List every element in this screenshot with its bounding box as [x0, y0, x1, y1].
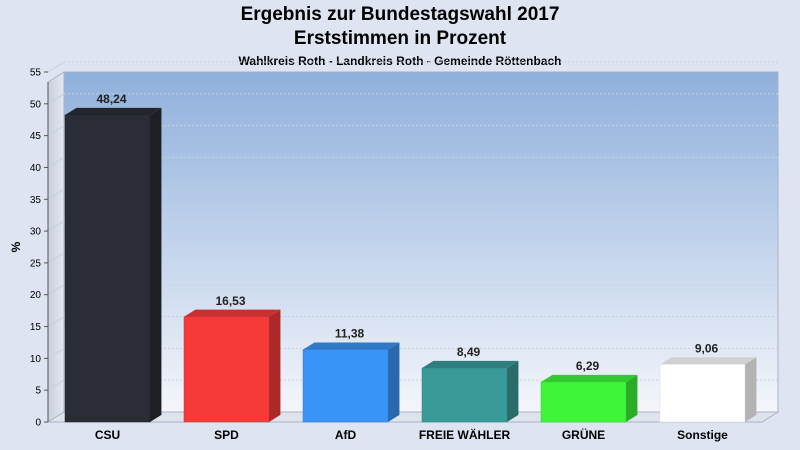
data-label: 11,38 — [335, 327, 365, 341]
bar-spd: 16,53 — [183, 294, 281, 423]
y-tick-label: 15 — [30, 322, 42, 333]
y-tick-label: 20 — [30, 290, 42, 301]
gridline-side — [47, 347, 65, 359]
bar-top — [65, 107, 162, 116]
bar-front — [421, 367, 508, 423]
bar-top — [541, 374, 638, 382]
gridline-side — [47, 252, 65, 264]
bar-side — [150, 107, 162, 422]
gridline-side — [47, 157, 65, 168]
x-axis-categories: CSU SPD AfD FREIE WÄHLER GRÜNE Sonstige — [95, 427, 728, 442]
y-tick-label: 10 — [30, 354, 42, 365]
gridline-side — [47, 125, 65, 137]
bar-side — [388, 342, 400, 422]
bar-side — [745, 357, 757, 422]
x-category-label: SPD — [214, 428, 239, 442]
bar-top — [660, 357, 757, 365]
bar-front — [64, 114, 151, 423]
bar-sonstige: 9,06 — [659, 341, 757, 423]
gridline-side — [47, 93, 65, 105]
chart-title: Ergebnis zur Bundestagswahl 2017 — [240, 4, 560, 25]
bar-top — [184, 309, 281, 317]
gridline-side — [47, 61, 65, 73]
y-tick-label: 25 — [30, 258, 42, 269]
plot-back-wall — [63, 71, 779, 413]
bar-front — [183, 316, 270, 423]
bar-front — [540, 381, 627, 423]
x-category-label: GRÜNE — [562, 427, 605, 442]
bar-gr-ne: 6,29 — [540, 359, 638, 423]
bar-top — [422, 360, 519, 368]
gridline-side — [47, 188, 65, 200]
chart-subtitle: Erststimmen in Prozent — [293, 28, 507, 49]
gridline-side — [47, 284, 65, 296]
gridline-side — [47, 379, 65, 391]
data-label: 16,53 — [215, 294, 245, 308]
data-label: 8,49 — [457, 345, 481, 359]
x-category-label: AfD — [335, 428, 357, 442]
y-axis-ticks: 0 5 10 15 20 25 30 35 40 45 50 55 — [30, 68, 49, 429]
gridlines — [47, 61, 778, 391]
y-tick-label: 30 — [30, 227, 42, 238]
bar-csu: 48,24 — [64, 92, 162, 423]
y-tick-label: 45 — [30, 131, 42, 142]
x-category-label: Sonstige — [677, 428, 728, 442]
bar-freie-w-hler: 8,49 — [421, 345, 519, 423]
data-label: 48,24 — [96, 92, 126, 106]
bars: 48,24 16,53 11,38 8,49 6,29 9,06 — [64, 92, 757, 423]
x-category-label: FREIE WÄHLER — [419, 427, 511, 442]
y-tick-label: 35 — [30, 195, 42, 206]
x-category-label: CSU — [95, 428, 120, 442]
y-tick-label: 40 — [30, 163, 42, 174]
gridline-side — [47, 316, 65, 327]
y-tick-label: 50 — [30, 99, 42, 110]
y-tick-label: 5 — [35, 386, 41, 397]
bar-side — [269, 309, 281, 422]
bar-side — [507, 360, 519, 422]
bar-front — [659, 364, 746, 423]
y-axis-label: % — [9, 241, 23, 252]
y-tick-label: 0 — [35, 418, 41, 429]
bar-side — [626, 374, 638, 422]
gridline-side — [47, 220, 65, 232]
bar-front — [302, 349, 389, 423]
data-label: 6,29 — [576, 359, 600, 373]
plot-side-wall — [47, 71, 65, 423]
bar-afd: 11,38 — [302, 327, 400, 423]
data-label: 9,06 — [695, 341, 719, 355]
bar-top — [303, 342, 400, 350]
chart-caption: Wahlkreis Roth - Landkreis Roth - Gemein… — [238, 54, 562, 68]
y-tick-label: 55 — [30, 68, 42, 79]
